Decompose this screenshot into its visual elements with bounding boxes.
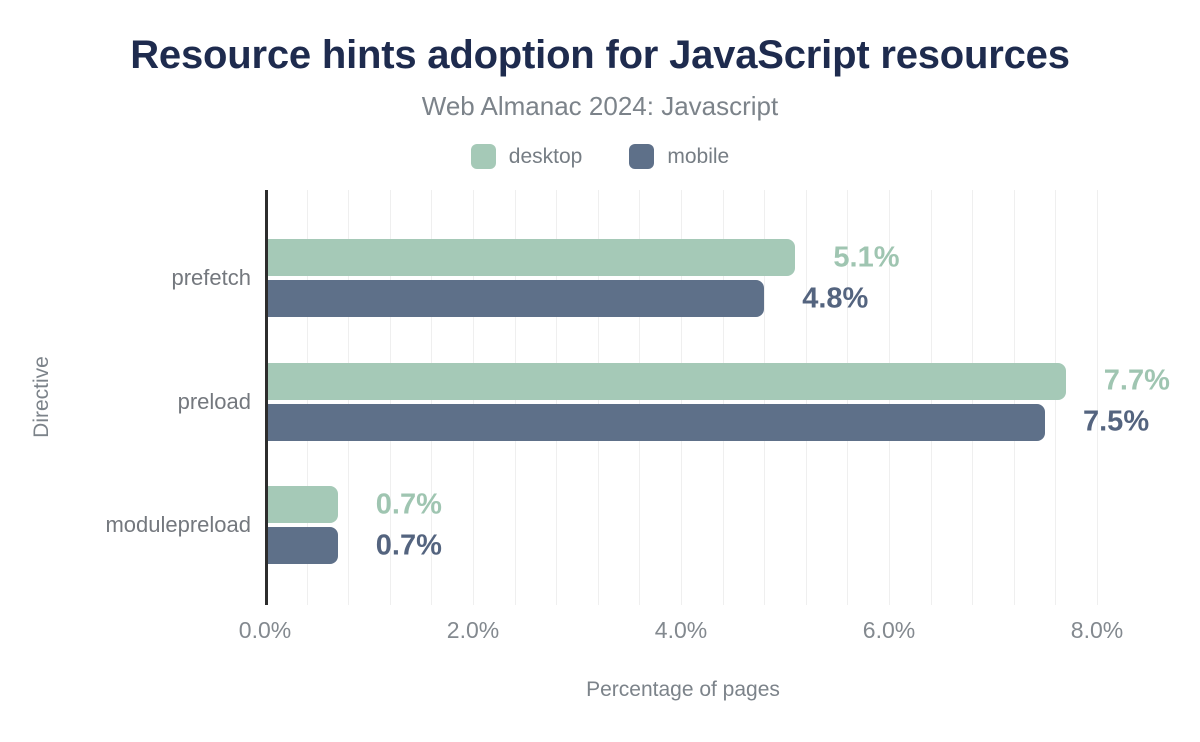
x-tick-label: 2.0% <box>446 617 500 643</box>
value-label-mobile-preload: 7.5% <box>1083 405 1150 438</box>
x-tick-label: 0.0% <box>238 617 292 643</box>
x-tick-label: 6.0% <box>862 617 916 643</box>
category-label-modulepreload: modulepreload <box>105 512 251 537</box>
chart-title: Resource hints adoption for JavaScript r… <box>130 33 1070 77</box>
y-axis-line <box>265 190 268 605</box>
value-label-desktop-modulepreload: 0.7% <box>375 488 442 520</box>
bar-mobile-modulepreload <box>268 527 338 564</box>
value-label-desktop-prefetch: 5.1% <box>833 241 900 273</box>
bar-desktop-prefetch <box>268 239 796 276</box>
x-axis-title: Percentage of pages <box>586 678 780 701</box>
legend-item-desktop: desktop <box>470 144 583 169</box>
legend-item-mobile: mobile <box>629 144 729 169</box>
gridline <box>1097 190 1098 605</box>
category-label-prefetch: prefetch <box>171 265 252 290</box>
legend-swatch-desktop <box>470 144 496 169</box>
legend-label-mobile: mobile <box>667 144 730 168</box>
legend: desktop mobile <box>0 144 1200 169</box>
x-tick-label: 4.0% <box>654 617 708 643</box>
bar-mobile-preload <box>268 403 1045 441</box>
value-label-mobile-prefetch: 4.8% <box>802 282 869 314</box>
value-label-desktop-preload: 7.7% <box>1103 364 1170 397</box>
bar-desktop-modulepreload <box>268 486 338 523</box>
chart-subtitle: Web Almanac 2024: Javascript <box>421 91 779 121</box>
x-tick-label: 8.0% <box>1070 617 1124 643</box>
legend-label-desktop: desktop <box>508 144 583 168</box>
bar-desktop-preload <box>268 362 1066 400</box>
value-label-mobile-modulepreload: 0.7% <box>375 529 442 561</box>
category-label-preload: preload <box>177 388 251 414</box>
bar-mobile-prefetch <box>268 280 765 317</box>
legend-swatch-mobile <box>629 144 655 169</box>
